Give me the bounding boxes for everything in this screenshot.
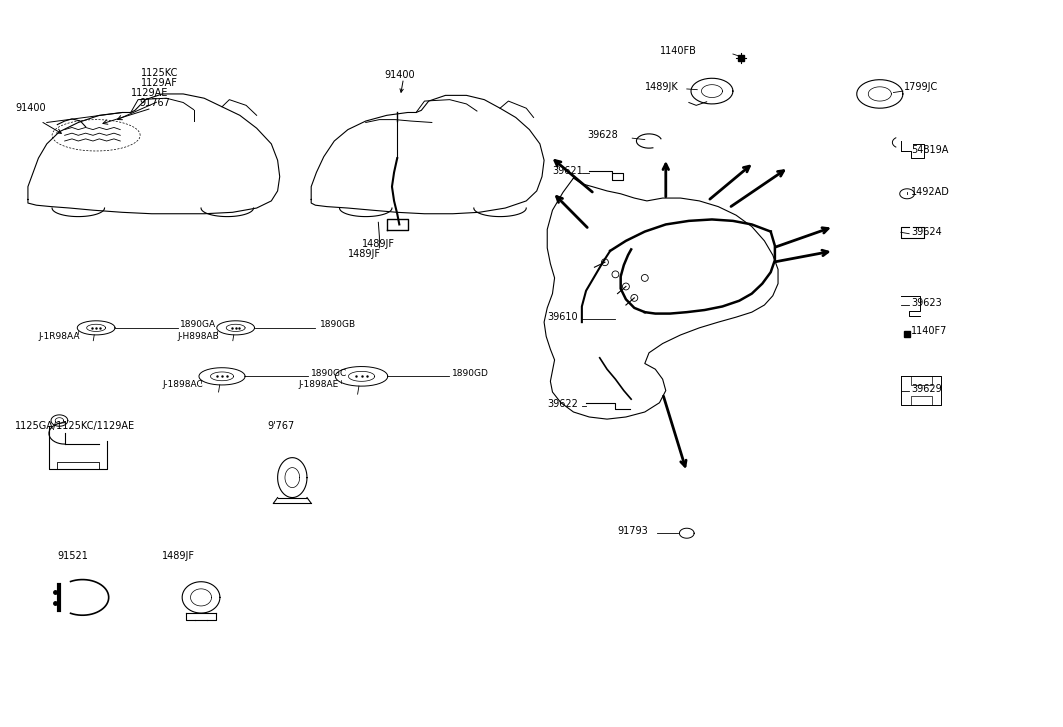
Text: 1492AD: 1492AD — [911, 188, 950, 197]
Text: 39628: 39628 — [587, 130, 618, 140]
Text: J-H898AB: J-H898AB — [178, 332, 220, 341]
Text: 1890GB: 1890GB — [320, 321, 356, 329]
Text: 91767: 91767 — [139, 98, 170, 108]
Text: 1140FB: 1140FB — [659, 46, 696, 56]
Text: 91793: 91793 — [618, 526, 648, 536]
Text: 1489JF: 1489JF — [348, 249, 381, 259]
Text: 39621: 39621 — [553, 166, 584, 176]
Text: J-1898AC: J-1898AC — [163, 380, 203, 390]
Text: 9'767: 9'767 — [267, 421, 294, 431]
Text: 54819A: 54819A — [911, 145, 948, 155]
Text: 91521: 91521 — [57, 551, 88, 561]
Text: 39623: 39623 — [911, 298, 942, 308]
Text: J-1R98AA: J-1R98AA — [38, 332, 80, 341]
Text: 39624: 39624 — [911, 228, 942, 237]
Text: 1489JF: 1489JF — [361, 238, 394, 249]
Text: 1799JC: 1799JC — [904, 82, 939, 92]
Text: 1489JF: 1489JF — [163, 551, 196, 561]
Text: 1125KC: 1125KC — [141, 68, 179, 79]
Text: 1489JK: 1489JK — [645, 82, 678, 92]
Text: 39610: 39610 — [547, 312, 578, 322]
Text: 1890GD: 1890GD — [452, 369, 489, 378]
Text: 1129AE: 1129AE — [131, 88, 168, 98]
Text: 1890GC: 1890GC — [311, 369, 348, 378]
Text: 39629: 39629 — [911, 384, 942, 394]
Text: 39622: 39622 — [547, 399, 578, 409]
Text: 91400: 91400 — [15, 103, 46, 113]
Text: 1125GA/1125KC/1129AE: 1125GA/1125KC/1129AE — [15, 421, 135, 431]
Text: 1129AF: 1129AF — [141, 79, 179, 88]
Text: 91400: 91400 — [385, 70, 416, 80]
Text: J-1898AE: J-1898AE — [299, 380, 339, 390]
Text: 1140F7: 1140F7 — [911, 326, 947, 337]
Text: 1890GA: 1890GA — [180, 321, 216, 329]
